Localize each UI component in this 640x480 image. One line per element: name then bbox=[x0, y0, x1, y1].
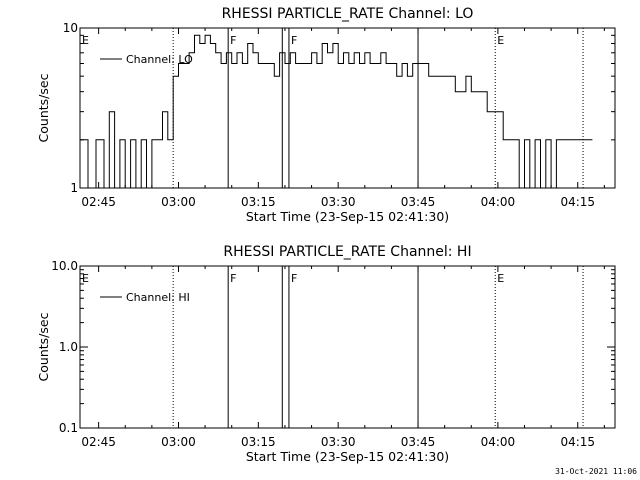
event-marker-label: E bbox=[82, 34, 89, 47]
event-marker-label: F bbox=[230, 34, 236, 47]
event-marker-label: E bbox=[497, 272, 504, 285]
y-tick-label: 0.1 bbox=[59, 421, 78, 435]
event-marker-label: F bbox=[230, 272, 236, 285]
event-marker-label: F bbox=[291, 34, 297, 47]
x-tick-label: 03:30 bbox=[321, 435, 356, 449]
plot-frame bbox=[79, 27, 616, 189]
x-axis-label: Start Time (23-Sep-15 02:41:30) bbox=[246, 449, 449, 464]
x-tick-label: 03:15 bbox=[241, 195, 276, 209]
y-tick-label: 10.0 bbox=[51, 259, 78, 273]
x-tick-label: 02:45 bbox=[81, 435, 116, 449]
x-tick-label: 02:45 bbox=[81, 195, 116, 209]
chart-title: RHESSI PARTICLE_RATE Channel: LO bbox=[222, 6, 474, 22]
x-tick-label: 04:15 bbox=[560, 435, 595, 449]
x-tick-label: 03:45 bbox=[401, 435, 436, 449]
x-tick-label: 03:30 bbox=[321, 195, 356, 209]
y-tick-label: 1 bbox=[70, 181, 78, 195]
x-tick-label: 03:45 bbox=[401, 195, 436, 209]
series-line bbox=[80, 34, 593, 189]
x-tick-label: 04:15 bbox=[560, 195, 595, 209]
y-axis-label: Counts/sec bbox=[36, 312, 51, 381]
event-marker-label: E bbox=[82, 272, 89, 285]
y-axis-label: Counts/sec bbox=[36, 73, 51, 142]
event-marker-label: F bbox=[291, 272, 297, 285]
x-tick-label: 04:00 bbox=[481, 195, 516, 209]
x-tick-label: 03:00 bbox=[161, 435, 196, 449]
x-tick-label: 04:00 bbox=[481, 435, 516, 449]
x-tick-label: 03:00 bbox=[161, 195, 196, 209]
legend-label: Channel: LO bbox=[126, 53, 193, 66]
x-tick-label: 03:15 bbox=[241, 435, 276, 449]
event-marker-label: E bbox=[497, 34, 504, 47]
y-tick-label: 1.0 bbox=[59, 340, 78, 354]
timestamp: 31-Oct-2021 11:06 bbox=[555, 467, 637, 476]
legend-label: Channel: HI bbox=[126, 291, 190, 304]
y-tick-label: 10 bbox=[63, 21, 78, 35]
chart-title: RHESSI PARTICLE_RATE Channel: HI bbox=[223, 244, 471, 260]
x-axis-label: Start Time (23-Sep-15 02:41:30) bbox=[246, 209, 449, 224]
